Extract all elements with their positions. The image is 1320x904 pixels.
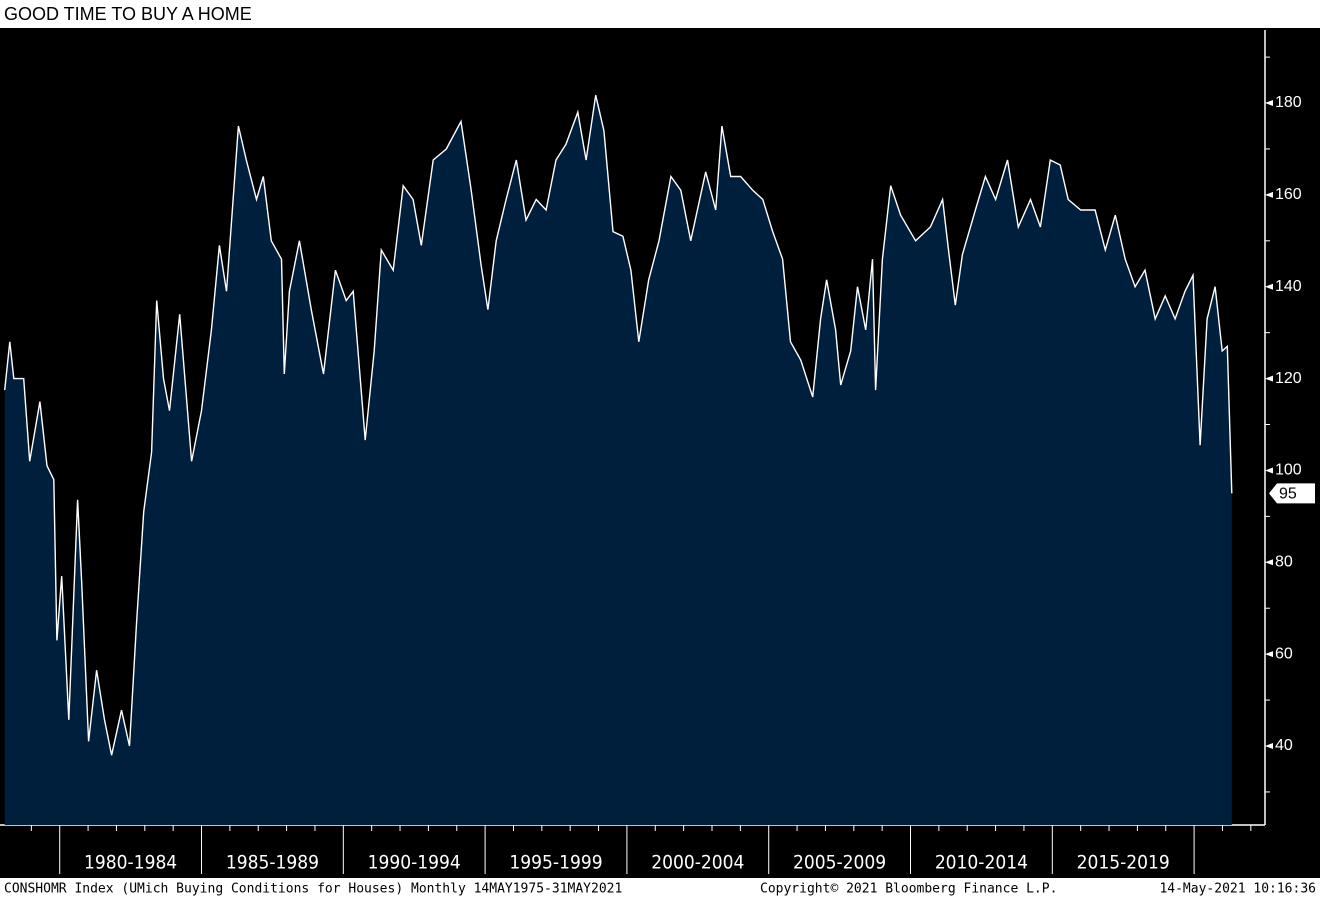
y-tick — [1265, 191, 1273, 198]
y-tick — [1265, 467, 1273, 474]
area — [4, 95, 1232, 825]
footer-right: 14-May-2021 10:16:36 — [1159, 882, 1316, 897]
footer-left: CONSHOMR Index (UMich Buying Conditions … — [4, 882, 622, 897]
chart-title: GOOD TIME TO BUY A HOME — [4, 4, 252, 24]
y-tick — [1265, 283, 1273, 290]
y-tick-label: 80 — [1275, 554, 1293, 571]
x-tick-label: 1995-1999 — [509, 852, 602, 874]
x-tick-label: 2005-2009 — [793, 852, 886, 874]
x-tick-label: 1980-1984 — [84, 852, 177, 874]
y-tick-label: 120 — [1275, 370, 1302, 387]
x-tick-label: 1985-1989 — [226, 852, 319, 874]
y-tick-label: 140 — [1275, 278, 1302, 295]
footer-center: Copyright© 2021 Bloomberg Finance L.P. — [760, 882, 1057, 897]
y-tick — [1265, 559, 1273, 566]
last-value-tag — [1269, 483, 1315, 504]
x-tick-label: 2000-2004 — [651, 852, 744, 874]
last-value-label: 95 — [1279, 486, 1297, 503]
y-tick-label: 180 — [1275, 94, 1302, 111]
y-tick — [1265, 743, 1273, 750]
line — [4, 95, 1233, 756]
x-tick-label: 2010-2014 — [935, 852, 1028, 874]
y-tick-label: 160 — [1275, 186, 1302, 203]
x-tick-label: 1990-1994 — [368, 852, 461, 874]
y-tick-label: 100 — [1275, 462, 1302, 479]
y-tick — [1265, 651, 1273, 658]
y-tick-label: 40 — [1275, 737, 1293, 754]
x-tick-label: 2015-2019 — [1077, 852, 1170, 874]
y-tick — [1265, 375, 1273, 382]
y-tick-label: 60 — [1275, 645, 1293, 662]
y-tick — [1265, 100, 1273, 107]
